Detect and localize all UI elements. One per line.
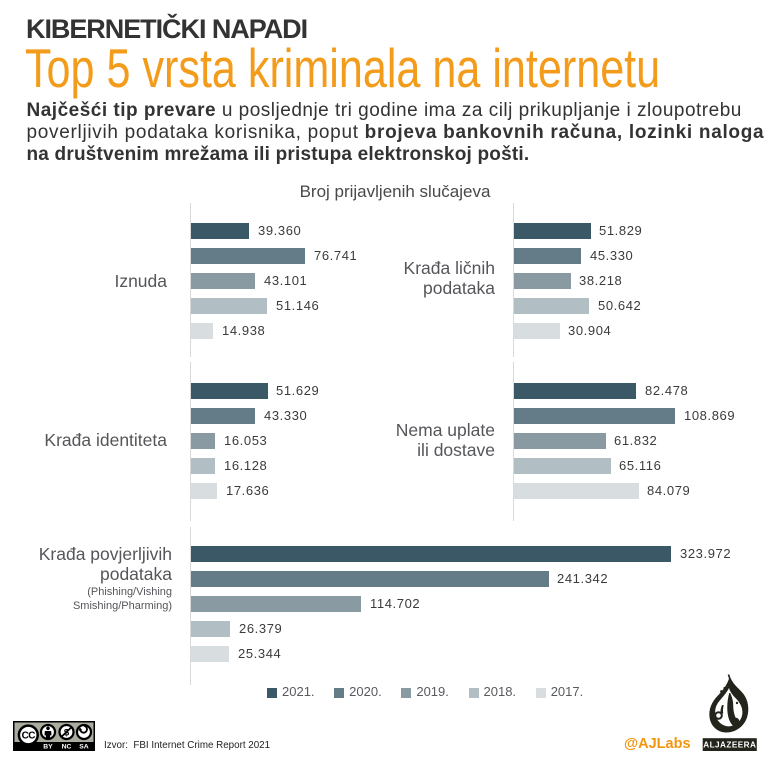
svg-text:$: $ — [64, 728, 70, 739]
svg-text:NC: NC — [62, 744, 72, 751]
svg-text:ALJAZEERA: ALJAZEERA — [703, 741, 756, 750]
svg-text:SA: SA — [79, 744, 89, 751]
svg-text:CC: CC — [22, 731, 36, 742]
svg-text:BY: BY — [43, 744, 53, 751]
